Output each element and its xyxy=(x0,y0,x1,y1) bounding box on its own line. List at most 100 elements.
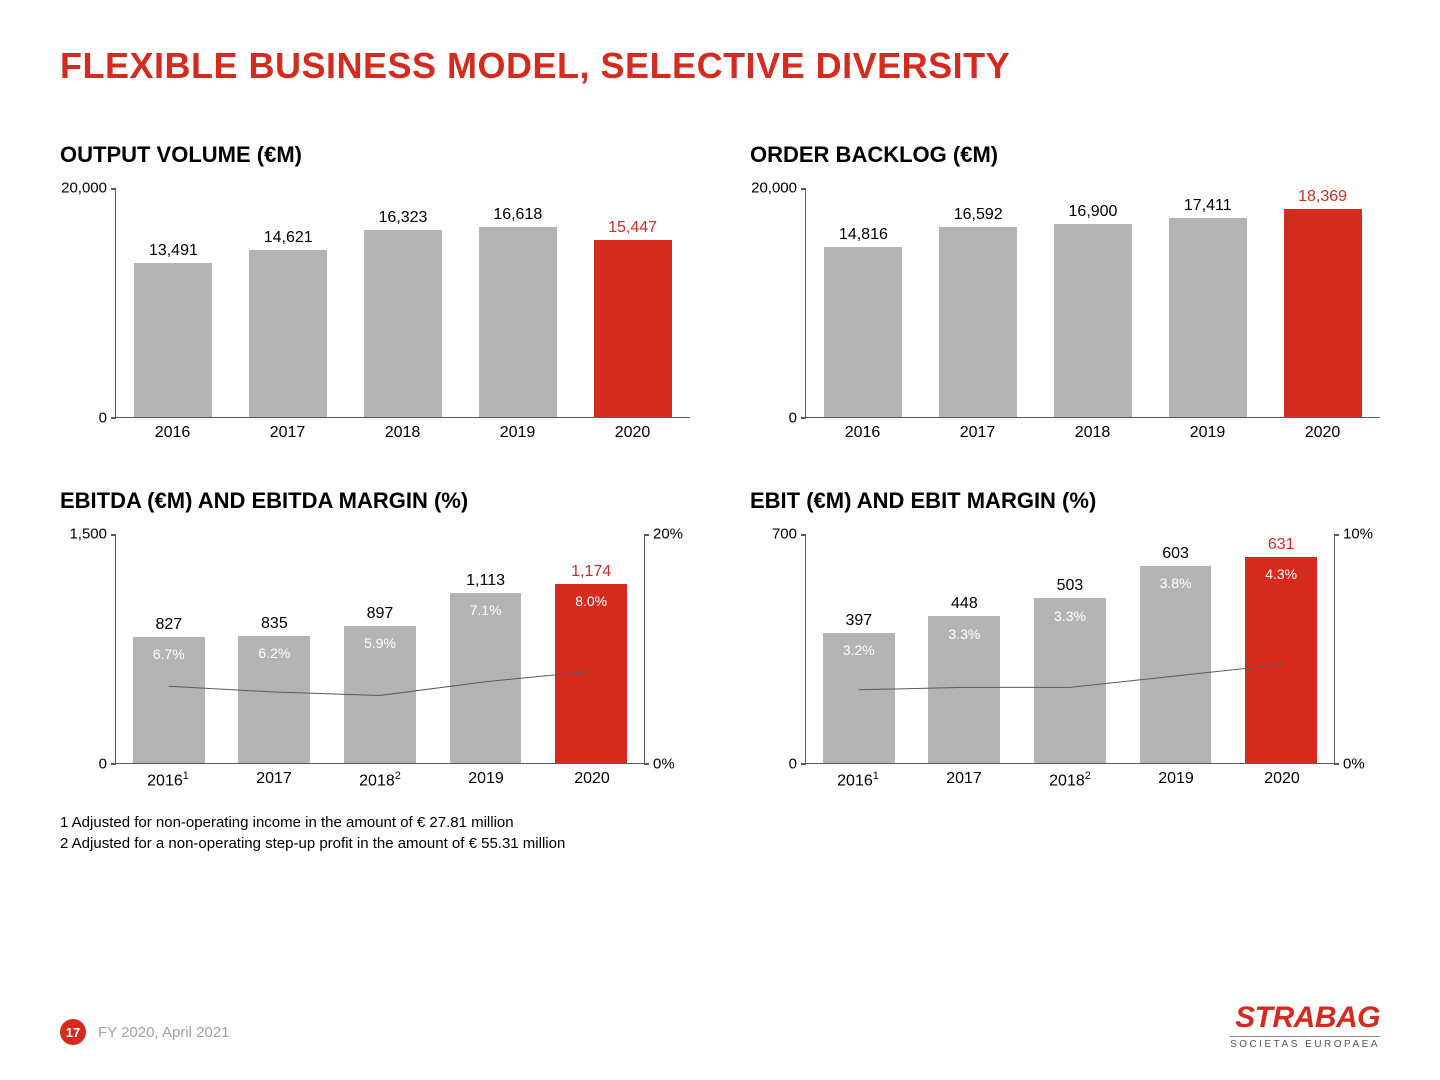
bar-value-label: 397 xyxy=(845,612,872,630)
logo-main: STRABAG xyxy=(1230,1003,1380,1033)
bar-value-label: 1,113 xyxy=(466,572,505,590)
bar-value-label: 1,174 xyxy=(571,563,611,581)
chart-title: EBITDA (€M) AND EBITDA MARGIN (%) xyxy=(60,488,690,514)
y-tick-label: 1,500 xyxy=(69,526,107,543)
x-category-label: 2017 xyxy=(230,418,345,448)
bar-slot: 6033.8% xyxy=(1123,534,1229,763)
bar-slot: 15,447 xyxy=(575,188,690,417)
bar-slot: 397 3.2% xyxy=(806,534,912,763)
bar xyxy=(249,250,327,417)
bar-pct-label: 6.2% xyxy=(258,645,290,661)
bar xyxy=(1284,209,1362,417)
x-category-label: 20161 xyxy=(115,764,221,794)
footnote-2: 2 Adjusted for a non-operating step-up p… xyxy=(60,833,1380,854)
bar xyxy=(1054,224,1132,418)
bar-value-label: 15,447 xyxy=(608,219,657,237)
bar-value-label: 13,491 xyxy=(149,242,198,260)
x-category-label: 2018 xyxy=(345,418,460,448)
x-category-label: 20182 xyxy=(1017,764,1123,794)
y-tick-label: 0 xyxy=(789,410,797,427)
x-category-label: 2020 xyxy=(1229,764,1335,794)
bar-pct-label: 4.3% xyxy=(1265,566,1297,582)
x-category-label: 20182 xyxy=(327,764,433,794)
x-category-label: 2016 xyxy=(805,418,920,448)
footer-text: FY 2020, April 2021 xyxy=(98,1024,229,1041)
bar xyxy=(479,227,557,417)
y-tick-label: 0 xyxy=(99,410,107,427)
bar-pct-label: 3.3% xyxy=(1054,608,1086,624)
chart-frame: 020,00014,81616,59216,90017,41118,369201… xyxy=(750,188,1380,448)
bar xyxy=(134,263,212,417)
bar-value-label: 503 xyxy=(1057,577,1084,595)
x-category-label: 2020 xyxy=(539,764,645,794)
bar-slot: 17,411 xyxy=(1150,188,1265,417)
chart-frame: 01,5000%20%8276.7%8356.2%8975.9%1,1137.1… xyxy=(60,534,690,794)
bar-slot: 448 3.3% xyxy=(912,534,1018,763)
bar-slot: 16,592 xyxy=(921,188,1036,417)
bar-value-label: 835 xyxy=(261,615,288,633)
bar-value-label: 631 xyxy=(1268,536,1295,554)
chart-title: ORDER BACKLOG (€M) xyxy=(750,142,1380,168)
x-category-label: 2019 xyxy=(433,764,539,794)
bar xyxy=(594,240,672,417)
bar-pct-label: 5.9% xyxy=(364,635,396,651)
bar-slot: 1,113 7.1% xyxy=(433,534,539,763)
y2-tick-label: 10% xyxy=(1343,526,1373,543)
bar xyxy=(555,584,627,763)
x-category-label: 2018 xyxy=(1035,418,1150,448)
bar-value-label: 448 xyxy=(951,595,978,613)
x-category-label: 2016 xyxy=(115,418,230,448)
bar-slot: 897 5.9% xyxy=(327,534,433,763)
footnote-1: 1 Adjusted for non-operating income in t… xyxy=(60,812,1380,833)
bar-pct-label: 3.8% xyxy=(1160,575,1192,591)
bar-slot: 631 4.3% xyxy=(1228,534,1334,763)
x-category-label: 2019 xyxy=(460,418,575,448)
x-category-label: 20161 xyxy=(805,764,911,794)
x-category-label: 2017 xyxy=(920,418,1035,448)
bar-slot: 503 3.3% xyxy=(1017,534,1123,763)
bar-value-label: 827 xyxy=(155,616,182,634)
bar-value-label: 16,323 xyxy=(379,209,428,227)
logo-sub: SOCIETAS EUROPAEA xyxy=(1230,1036,1380,1050)
slide-title: FLEXIBLE BUSINESS MODEL, SELECTIVE DIVER… xyxy=(60,45,1380,87)
x-category-label: 2017 xyxy=(911,764,1017,794)
x-category-label: 2019 xyxy=(1123,764,1229,794)
y-tick-label: 0 xyxy=(99,756,107,773)
bar xyxy=(1169,218,1247,417)
bar-value-label: 897 xyxy=(367,605,394,623)
chart-title: EBIT (€M) AND EBIT MARGIN (%) xyxy=(750,488,1380,514)
bar-slot: 18,369 xyxy=(1265,188,1380,417)
bar xyxy=(824,247,902,417)
y-tick-label: 0 xyxy=(789,756,797,773)
page-number-badge: 17 xyxy=(60,1019,86,1045)
x-category-label: 2017 xyxy=(221,764,327,794)
bar-slot: 16,323 xyxy=(346,188,461,417)
bar-value-label: 16,592 xyxy=(954,206,1003,224)
chart-output-volume: OUTPUT VOLUME (€M) 0 20,000 13,491 14,621 16… xyxy=(60,142,690,448)
y-tick-label: 20,000 xyxy=(61,180,107,197)
bar-pct-label: 3.2% xyxy=(843,642,875,658)
chart-title: OUTPUT VOLUME (€M) xyxy=(60,142,690,168)
y2-tick-label: 20% xyxy=(653,526,683,543)
bar-value-label: 18,369 xyxy=(1298,188,1347,206)
bar-pct-label: 6.7% xyxy=(153,646,185,662)
bar-slot: 16,900 xyxy=(1036,188,1151,417)
bar-pct-label: 7.1% xyxy=(470,602,502,618)
chart-ebit: EBIT (€M) AND EBIT MARGIN (%) 07000%10%3… xyxy=(750,488,1380,794)
y-tick-label: 20,000 xyxy=(751,180,797,197)
bar xyxy=(450,593,522,763)
chart-order-backlog: ORDER BACKLOG (€M) 0 20,000 14,816 16,592 16… xyxy=(750,142,1380,448)
bar-value-label: 17,411 xyxy=(1184,197,1232,215)
y-tick-label: 700 xyxy=(772,526,797,543)
bar-slot: 13,491 xyxy=(116,188,231,417)
company-logo: STRABAG SOCIETAS EUROPAEA xyxy=(1230,1003,1380,1050)
bar xyxy=(1245,557,1317,763)
bar-value-label: 14,816 xyxy=(839,226,888,244)
x-category-label: 2020 xyxy=(575,418,690,448)
footer: 17 FY 2020, April 2021 xyxy=(60,1019,229,1045)
bar-pct-label: 3.3% xyxy=(948,626,980,642)
bar-slot: 14,621 xyxy=(231,188,346,417)
y2-tick-label: 0% xyxy=(653,756,675,773)
bar-pct-label: 8.0% xyxy=(575,593,607,609)
bar-slot: 14,816 xyxy=(806,188,921,417)
